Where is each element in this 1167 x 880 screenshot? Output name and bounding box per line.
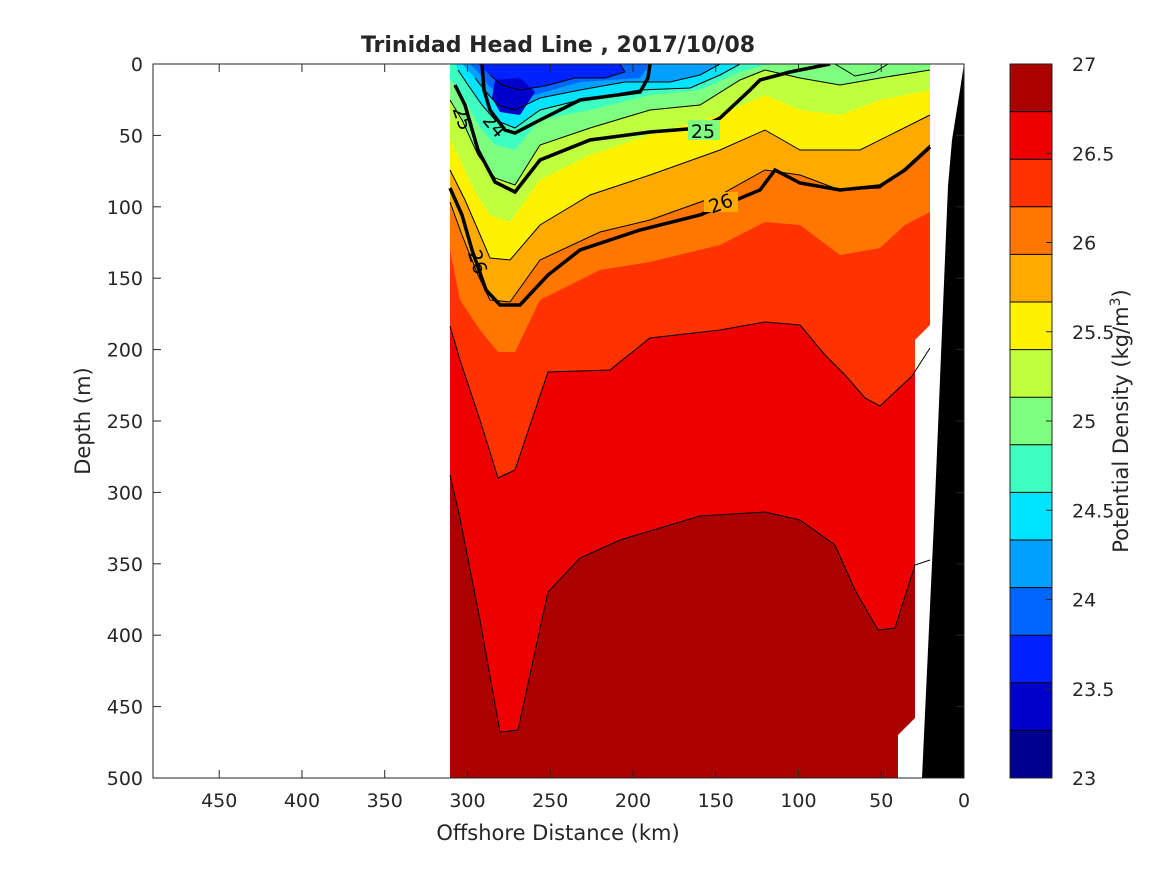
contour-label: 25 xyxy=(691,121,715,143)
colorbar-swatch xyxy=(1010,64,1052,113)
colorbar-tick-label: 25.5 xyxy=(1072,322,1114,344)
colorbar-tick-label: 23 xyxy=(1072,768,1096,790)
data-gap xyxy=(898,325,930,778)
nearshore-patch xyxy=(835,64,888,76)
chart-title: Trinidad Head Line , 2017/10/08 xyxy=(361,33,755,58)
y-tick-label: 200 xyxy=(107,340,143,362)
x-axis: 450 400 350 300 250 200 150 100 50 0 xyxy=(201,64,970,812)
colorbar-label-text: Potential Density (kg/m xyxy=(1109,306,1133,552)
colorbar-tick-label: 26.5 xyxy=(1072,143,1114,165)
y-axis: 0 50 100 150 200 250 300 350 400 450 500 xyxy=(107,54,964,790)
x-tick-label: 450 xyxy=(201,790,237,812)
colorbar-swatch xyxy=(1010,111,1052,160)
y-tick-label: 250 xyxy=(107,411,143,433)
isopycnal-24 xyxy=(480,64,652,135)
colorbar-swatch xyxy=(1010,635,1052,684)
x-axis-label: Offshore Distance (km) xyxy=(436,821,679,845)
colorbar-label: Potential Density (kg/m3) xyxy=(1108,289,1133,553)
y-tick-label: 0 xyxy=(131,54,143,76)
colorbar-tick-label: 25 xyxy=(1072,411,1096,433)
colorbar-tick-label: 27 xyxy=(1072,54,1096,76)
colorbar-swatch xyxy=(1010,682,1052,731)
y-tick-label: 300 xyxy=(107,482,143,504)
colorbar-tick-label: 26 xyxy=(1072,233,1096,255)
colorbar-tick-label: 24.5 xyxy=(1072,500,1114,522)
colorbar-swatch xyxy=(1010,587,1052,636)
colorbar-label-suffix: ) xyxy=(1109,289,1133,297)
colorbar-swatch xyxy=(1010,254,1052,303)
colorbar-tick-label: 23.5 xyxy=(1072,679,1114,701)
isopycnal-26 xyxy=(448,145,932,307)
colorbar: 23 23.5 24 24.5 25 25.5 26 26.5 27 xyxy=(1009,54,1114,790)
x-tick-label: 50 xyxy=(869,790,893,812)
x-tick-label: 400 xyxy=(284,790,320,812)
colorbar-swatch xyxy=(1010,397,1052,446)
isopycnal-25 xyxy=(453,64,831,195)
x-tick-label: 350 xyxy=(367,790,403,812)
y-tick-label: 400 xyxy=(107,625,143,647)
y-tick-label: 350 xyxy=(107,554,143,576)
colorbar-label-superscript: 3 xyxy=(1108,297,1124,306)
colorbar-swatch xyxy=(1010,492,1052,541)
colorbar-swatch xyxy=(1010,730,1052,779)
plot-area: 25 26 25 24 26 xyxy=(153,64,964,778)
y-tick-label: 50 xyxy=(119,125,143,147)
y-tick-label: 500 xyxy=(107,768,143,790)
colorbar-tick-label: 24 xyxy=(1072,590,1096,612)
x-tick-label: 100 xyxy=(780,790,816,812)
thick-contours xyxy=(448,64,932,307)
y-tick-label: 450 xyxy=(107,697,143,719)
x-tick-label: 150 xyxy=(698,790,734,812)
x-tick-label: 200 xyxy=(615,790,651,812)
bathymetry-mask xyxy=(922,64,964,778)
y-tick-label: 100 xyxy=(107,197,143,219)
x-tick-label: 0 xyxy=(958,790,970,812)
colorbar-swatch xyxy=(1010,349,1052,398)
y-axis-label: Depth (m) xyxy=(71,367,95,474)
y-tick-label: 150 xyxy=(107,268,143,290)
colorbar-swatch xyxy=(1010,159,1052,208)
colorbar-swatch xyxy=(1010,206,1052,255)
colorbar-swatch xyxy=(1010,444,1052,493)
colorbar-swatch xyxy=(1010,540,1052,589)
x-tick-label: 300 xyxy=(449,790,485,812)
x-tick-label: 250 xyxy=(532,790,568,812)
colorbar-swatch xyxy=(1010,302,1052,351)
